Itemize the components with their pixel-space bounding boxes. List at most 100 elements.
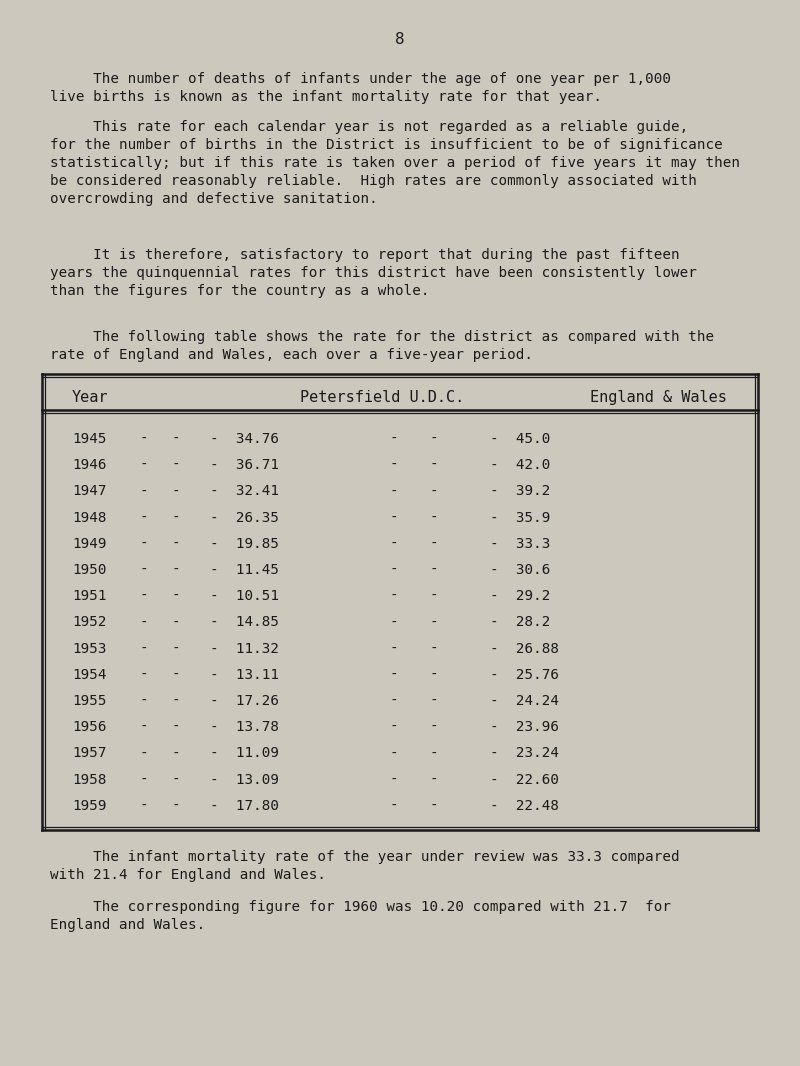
Text: than the figures for the country as a whole.: than the figures for the country as a wh… xyxy=(50,284,430,298)
Text: -: - xyxy=(430,563,438,577)
Text: -: - xyxy=(390,773,398,787)
Text: -  45.0: - 45.0 xyxy=(490,432,550,446)
Text: -: - xyxy=(172,746,181,760)
Text: statistically; but if this rate is taken over a period of five years it may then: statistically; but if this rate is taken… xyxy=(50,156,740,169)
Text: -: - xyxy=(140,721,149,734)
Text: -  10.51: - 10.51 xyxy=(210,589,279,603)
Text: 1946: 1946 xyxy=(72,458,106,472)
Text: -: - xyxy=(140,432,149,446)
Text: England and Wales.: England and Wales. xyxy=(50,918,206,932)
Text: -: - xyxy=(172,458,181,472)
Text: -  23.96: - 23.96 xyxy=(490,721,559,734)
Text: 1957: 1957 xyxy=(72,746,106,760)
Text: -: - xyxy=(390,458,398,472)
Text: The number of deaths of infants under the age of one year per 1,000: The number of deaths of infants under th… xyxy=(50,72,671,86)
Text: 8: 8 xyxy=(395,32,405,47)
Text: -  23.24: - 23.24 xyxy=(490,746,559,760)
Text: -: - xyxy=(390,746,398,760)
Text: -: - xyxy=(140,511,149,524)
Text: -  17.80: - 17.80 xyxy=(210,798,279,812)
Text: -: - xyxy=(172,694,181,708)
Text: -  22.48: - 22.48 xyxy=(490,798,559,812)
Text: -  19.85: - 19.85 xyxy=(210,537,279,551)
Text: It is therefore, satisfactory to report that during the past fifteen: It is therefore, satisfactory to report … xyxy=(50,248,680,262)
Text: -: - xyxy=(390,563,398,577)
Text: -: - xyxy=(140,589,149,603)
Text: -: - xyxy=(390,511,398,524)
Text: -: - xyxy=(390,589,398,603)
Text: -  34.76: - 34.76 xyxy=(210,432,279,446)
Text: be considered reasonably reliable.  High rates are commonly associated with: be considered reasonably reliable. High … xyxy=(50,174,697,188)
Text: The corresponding figure for 1960 was 10.20 compared with 21.7  for: The corresponding figure for 1960 was 10… xyxy=(50,900,671,914)
Text: -: - xyxy=(140,694,149,708)
Text: overcrowding and defective sanitation.: overcrowding and defective sanitation. xyxy=(50,192,378,206)
Text: -: - xyxy=(430,615,438,629)
Text: 1958: 1958 xyxy=(72,773,106,787)
Text: -: - xyxy=(430,458,438,472)
Text: -: - xyxy=(430,694,438,708)
Text: with 21.4 for England and Wales.: with 21.4 for England and Wales. xyxy=(50,868,326,882)
Text: -: - xyxy=(430,721,438,734)
Text: The infant mortality rate of the year under review was 33.3 compared: The infant mortality rate of the year un… xyxy=(50,850,680,865)
Text: -: - xyxy=(390,642,398,656)
Text: -: - xyxy=(390,537,398,551)
Text: -: - xyxy=(430,773,438,787)
Text: -  33.3: - 33.3 xyxy=(490,537,550,551)
Text: -  39.2: - 39.2 xyxy=(490,484,550,499)
Text: Year: Year xyxy=(72,390,109,405)
Text: -: - xyxy=(390,694,398,708)
Text: -: - xyxy=(430,511,438,524)
Text: 1954: 1954 xyxy=(72,667,106,682)
Text: -: - xyxy=(140,667,149,682)
Text: -: - xyxy=(390,484,398,499)
Text: -: - xyxy=(430,432,438,446)
Text: -: - xyxy=(430,589,438,603)
Text: -  26.35: - 26.35 xyxy=(210,511,279,524)
Text: -  13.11: - 13.11 xyxy=(210,667,279,682)
Text: -: - xyxy=(140,642,149,656)
Text: -: - xyxy=(390,798,398,812)
Text: 1949: 1949 xyxy=(72,537,106,551)
Text: -  35.9: - 35.9 xyxy=(490,511,550,524)
Text: -: - xyxy=(172,537,181,551)
Text: live births is known as the infant mortality rate for that year.: live births is known as the infant morta… xyxy=(50,90,602,104)
Text: 1950: 1950 xyxy=(72,563,106,577)
Text: -  13.09: - 13.09 xyxy=(210,773,279,787)
Text: -: - xyxy=(430,667,438,682)
Text: -  32.41: - 32.41 xyxy=(210,484,279,499)
Text: -: - xyxy=(140,798,149,812)
Text: -  29.2: - 29.2 xyxy=(490,589,550,603)
Text: -: - xyxy=(140,484,149,499)
Text: 1945: 1945 xyxy=(72,432,106,446)
Text: -: - xyxy=(140,615,149,629)
Text: -  11.32: - 11.32 xyxy=(210,642,279,656)
Text: -: - xyxy=(430,537,438,551)
Text: -: - xyxy=(140,537,149,551)
Text: -: - xyxy=(172,432,181,446)
Text: Petersfield U.D.C.: Petersfield U.D.C. xyxy=(300,390,464,405)
Text: -: - xyxy=(140,563,149,577)
Text: -: - xyxy=(390,721,398,734)
Text: -: - xyxy=(172,615,181,629)
Text: -  26.88: - 26.88 xyxy=(490,642,559,656)
Text: -  24.24: - 24.24 xyxy=(490,694,559,708)
Text: -  11.45: - 11.45 xyxy=(210,563,279,577)
Text: -  42.0: - 42.0 xyxy=(490,458,550,472)
Text: -: - xyxy=(172,642,181,656)
Text: rate of England and Wales, each over a five-year period.: rate of England and Wales, each over a f… xyxy=(50,348,533,362)
Text: 1951: 1951 xyxy=(72,589,106,603)
Text: 1953: 1953 xyxy=(72,642,106,656)
Text: -: - xyxy=(390,615,398,629)
Text: -  30.6: - 30.6 xyxy=(490,563,550,577)
Text: -: - xyxy=(430,484,438,499)
Text: 1948: 1948 xyxy=(72,511,106,524)
Text: -: - xyxy=(140,746,149,760)
Text: 1959: 1959 xyxy=(72,798,106,812)
Text: -  13.78: - 13.78 xyxy=(210,721,279,734)
Text: -: - xyxy=(172,563,181,577)
Text: years the quinquennial rates for this district have been consistently lower: years the quinquennial rates for this di… xyxy=(50,266,697,280)
Text: -: - xyxy=(172,511,181,524)
Text: -: - xyxy=(140,773,149,787)
Text: -: - xyxy=(172,589,181,603)
Text: -: - xyxy=(390,667,398,682)
